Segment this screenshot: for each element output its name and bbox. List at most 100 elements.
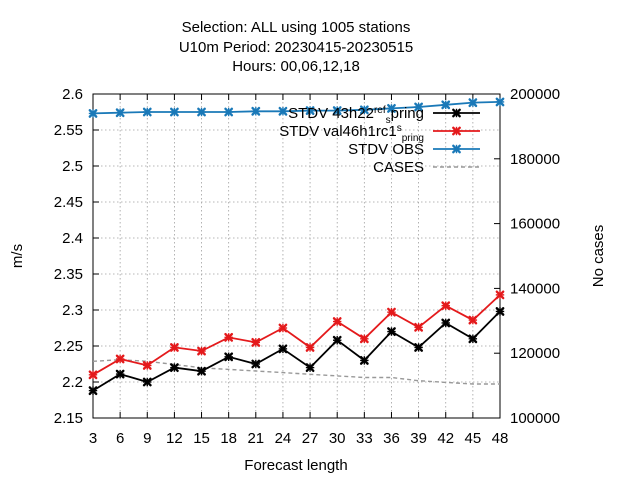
series-point — [332, 317, 342, 326]
legend-entry-3: CASES — [373, 159, 480, 176]
series-3 — [92, 358, 500, 385]
legend-label: STDV 43h22refspring — [288, 105, 424, 126]
y-tick-label: 2.55 — [54, 122, 83, 139]
y2-axis-label: No cases — [590, 225, 607, 288]
x-axis-label: Forecast length — [244, 457, 347, 474]
series-point — [495, 290, 505, 300]
series-point — [468, 98, 478, 108]
series-point — [251, 106, 261, 116]
series-point — [332, 106, 342, 115]
y-tick-label: 2.2 — [62, 374, 83, 391]
y2-tick-label: 120000 — [510, 345, 560, 362]
x-tick-label: 42 — [437, 430, 454, 447]
series-point — [142, 361, 152, 370]
y-tick-label: 2.45 — [54, 194, 83, 211]
x-tick-label: 48 — [492, 430, 509, 447]
chart-title: Selection: ALL using 1005 stations U10m … — [179, 19, 413, 75]
y-tick-label: 2.25 — [54, 338, 83, 355]
x-axis: 3 6 9 12 15 18 21 24 27 30 33 36 39 42 45 48 — [89, 94, 509, 447]
legend-marker — [452, 108, 461, 118]
y2-tick-label: 200000 — [510, 86, 560, 103]
series-point — [332, 335, 342, 345]
series-point — [251, 359, 261, 369]
series-point — [224, 107, 234, 117]
series-point — [359, 334, 369, 344]
y-tick-label: 2.5 — [62, 158, 83, 175]
y2-tick-label: 100000 — [510, 410, 560, 427]
series-point — [387, 327, 396, 336]
y-axis-label: m/s — [9, 244, 26, 268]
series-point — [414, 343, 423, 352]
series-point — [305, 363, 315, 372]
series-point — [197, 346, 206, 356]
y-axis: 2.15 2.2 2.25 2.3 2.35 2.4 2.45 2.5 2.55 2.6 — [54, 86, 99, 427]
series-point — [142, 107, 152, 117]
series-point — [115, 108, 125, 118]
series-point — [414, 102, 423, 112]
x-tick-label: 21 — [247, 430, 264, 447]
series-point — [468, 315, 478, 325]
legend-marker — [452, 144, 461, 154]
legend-entry-1: STDV val46h1rc1spring — [279, 123, 480, 144]
series-0 — [88, 307, 505, 396]
y-tick-label: 2.15 — [54, 410, 83, 427]
x-tick-label: 39 — [410, 430, 427, 447]
series-point — [169, 343, 179, 352]
series-point — [251, 338, 261, 347]
y2-axis: 100000 120000 140000 160000 180000 200000 — [494, 86, 560, 427]
series-point — [305, 106, 315, 115]
legend-label: STDV val46h1rc1spring — [279, 123, 424, 144]
y-tick-label: 2.35 — [54, 266, 83, 283]
series-1 — [88, 290, 505, 380]
series-point — [414, 322, 423, 332]
y-tick-label: 2.3 — [62, 302, 83, 319]
legend-marker — [452, 126, 461, 136]
series-point — [305, 343, 315, 352]
chart-title-line-1: Selection: ALL using 1005 stations — [182, 19, 411, 36]
series-point — [441, 301, 451, 311]
series-point — [359, 105, 369, 115]
series-point — [224, 352, 234, 362]
x-tick-label: 36 — [383, 430, 400, 447]
y2-tick-label: 140000 — [510, 280, 560, 297]
series-point — [495, 97, 505, 107]
series-point — [278, 106, 288, 116]
series-point — [278, 344, 288, 354]
plot-border — [92, 93, 501, 419]
x-tick-label: 6 — [116, 430, 124, 447]
series-point — [115, 354, 125, 364]
legend-entry-2: STDV OBS — [348, 141, 480, 158]
x-tick-label: 33 — [356, 430, 373, 447]
grid-lines — [93, 94, 500, 418]
x-tick-label: 3 — [89, 430, 97, 447]
y-tick-label: 2.4 — [62, 230, 83, 247]
series-point — [169, 363, 179, 372]
series-point — [495, 307, 505, 316]
series-point — [468, 334, 478, 344]
x-tick-label: 12 — [166, 430, 183, 447]
series-point — [88, 386, 98, 396]
series-point — [441, 318, 451, 328]
series-point — [169, 107, 179, 117]
series-point — [115, 369, 125, 379]
y2-tick-label: 160000 — [510, 216, 560, 233]
series-point — [88, 370, 98, 380]
series-line — [92, 101, 501, 115]
series-point — [224, 332, 234, 342]
series-point — [142, 377, 152, 387]
x-tick-label: 24 — [275, 430, 292, 447]
legend-entry-0: STDV 43h22refspring — [288, 105, 480, 126]
x-tick-label: 30 — [329, 430, 346, 447]
y-tick-label: 2.6 — [62, 86, 83, 103]
series-point — [359, 356, 369, 365]
series-point — [387, 103, 396, 113]
series-point — [387, 307, 396, 317]
series-point — [278, 323, 288, 333]
series-point — [441, 100, 451, 110]
legend-label: CASES — [373, 159, 424, 176]
x-tick-label: 45 — [465, 430, 482, 447]
series-point — [88, 109, 98, 118]
x-tick-label: 9 — [143, 430, 151, 447]
